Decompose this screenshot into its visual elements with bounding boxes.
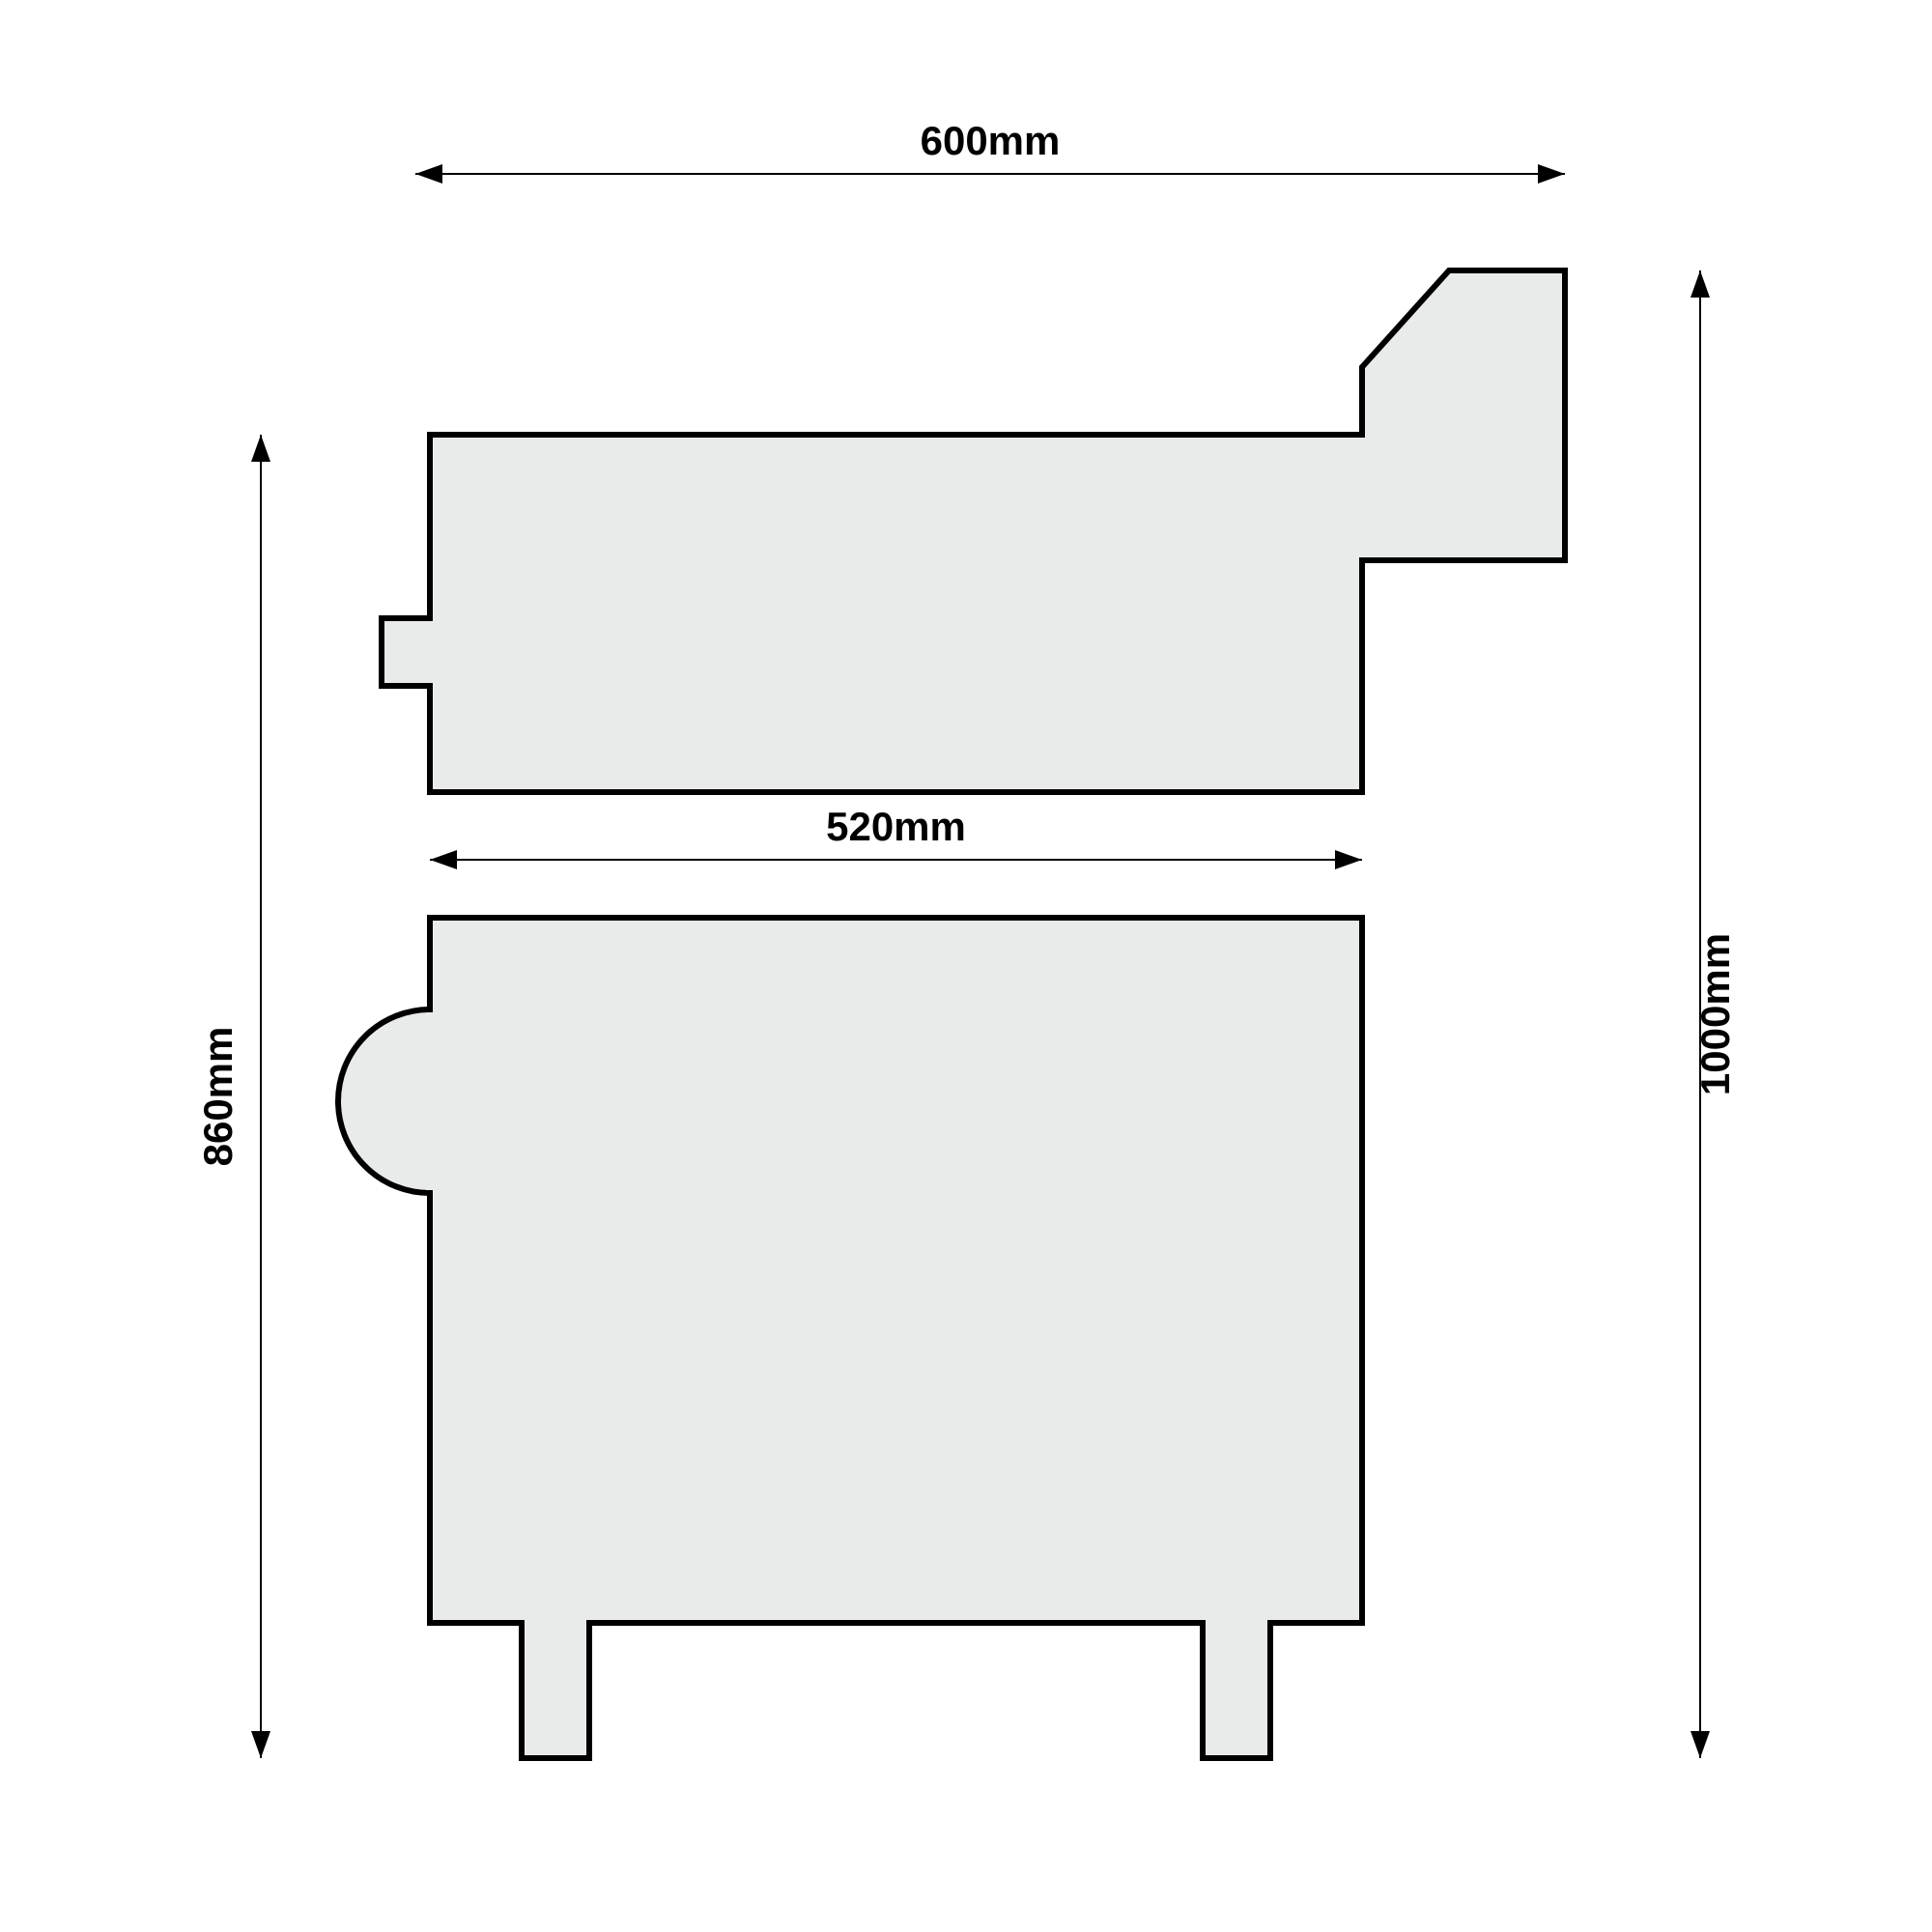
dim-left: 860mm xyxy=(195,435,261,1758)
dim-right-label: 1000mm xyxy=(1692,933,1738,1095)
dim-middle-label: 520mm xyxy=(826,804,966,849)
lower-unit-body xyxy=(430,918,1362,1623)
upper-unit-outline xyxy=(430,270,1565,792)
dim-middle: 520mm xyxy=(430,804,1362,860)
dim-right: 1000mm xyxy=(1692,270,1738,1758)
dim-left-label: 860mm xyxy=(195,1027,241,1167)
dim-top: 600mm xyxy=(415,118,1565,174)
lower-unit-leg-2 xyxy=(1203,1623,1270,1758)
upper-unit-knob xyxy=(382,618,430,686)
lower-unit-leg-1 xyxy=(522,1623,589,1758)
lower-unit-handle-arc xyxy=(338,1009,430,1193)
dim-top-label: 600mm xyxy=(921,118,1061,163)
